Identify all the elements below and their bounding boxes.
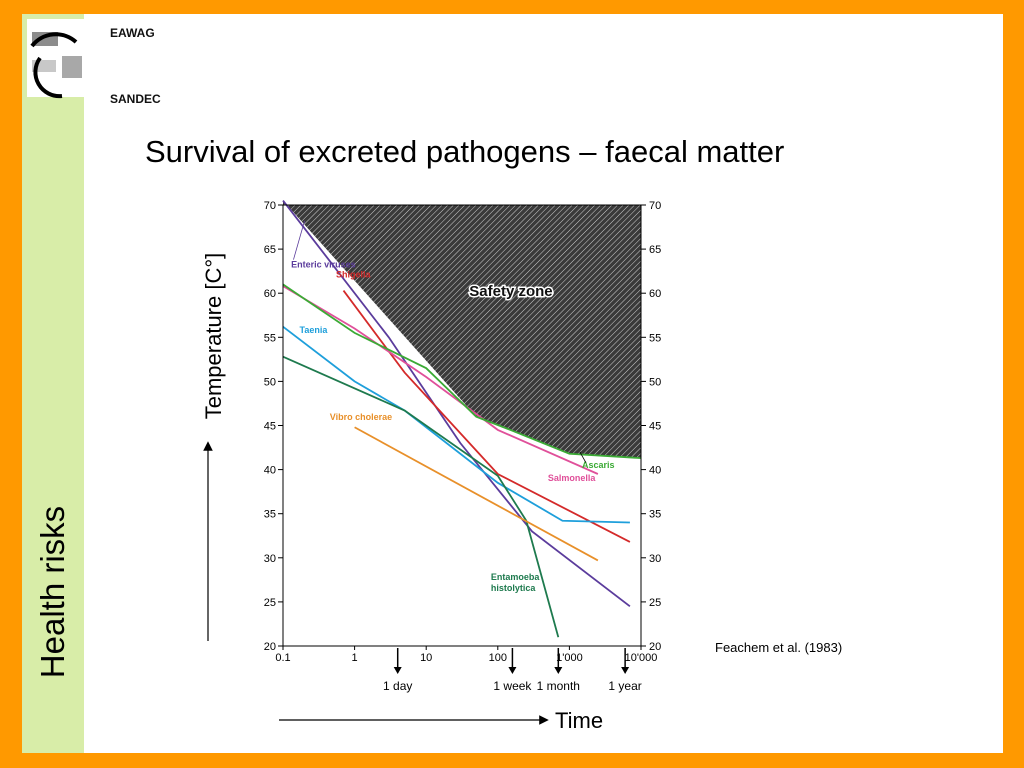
y-tick-label: 50 (264, 376, 276, 388)
x-tick-label: 1 (352, 652, 358, 664)
series-label: Salmonella (548, 473, 597, 483)
y-tick-label-right: 55 (649, 332, 661, 344)
org-name-bottom: SANDEC (110, 92, 161, 106)
y-tick-label-right: 35 (649, 509, 661, 521)
y-tick-label: 45 (264, 421, 276, 433)
enteric-leader-line (293, 220, 305, 260)
y-tick-label-right: 65 (649, 244, 661, 256)
series-label-line: Enteric viruses (291, 260, 356, 270)
y-axis-label: Temperature [C°] (201, 253, 226, 420)
y-tick-label: 35 (264, 509, 276, 521)
y-tick-label: 30 (264, 553, 276, 565)
series-label-line: Entamoeba (491, 572, 541, 582)
y-tick-label-right: 30 (649, 553, 661, 565)
time-marker-arrowhead (393, 667, 402, 674)
series-label-line: Vibro cholerae (330, 412, 392, 422)
series-line (282, 285, 599, 475)
time-marker-label: 1 week (493, 679, 532, 693)
series-label: Ascaris (582, 460, 615, 470)
y-tick-label: 40 (264, 465, 276, 477)
time-marker-label: 1 year (608, 679, 641, 693)
y-tick-label: 70 (264, 200, 276, 212)
series-line (354, 426, 599, 562)
series-line (282, 200, 631, 608)
page-title: Survival of excreted pathogens – faecal … (145, 134, 785, 169)
series-line (282, 355, 560, 638)
citation: Feachem et al. (1983) (715, 640, 843, 655)
y-tick-label: 60 (264, 288, 276, 300)
y-tick-label-right: 20 (649, 641, 661, 653)
y-tick-label-right: 45 (649, 421, 661, 433)
safety-zone (283, 200, 641, 459)
y-tick-label-right: 25 (649, 597, 661, 609)
x-tick-label: 10'000 (625, 652, 658, 664)
series-label-line: Taenia (300, 325, 329, 335)
series-label-line: histolytica (491, 583, 537, 593)
safety-zone-label: Safety zone (469, 283, 552, 300)
series-label-line: Shigella (336, 269, 372, 279)
series-label: Enteric viruses (291, 260, 356, 270)
time-marker-label: 1 month (537, 679, 580, 693)
y-tick-label-right: 70 (649, 200, 661, 212)
series-line (282, 283, 642, 460)
y-tick-label-right: 40 (649, 465, 661, 477)
time-marker-arrowhead (621, 667, 630, 674)
series-label: Taenia (300, 325, 329, 335)
org-name-top: EAWAG (110, 26, 155, 40)
y-tick-label: 55 (264, 332, 276, 344)
logo-icon (27, 19, 107, 99)
x-tick-label: 0.1 (275, 652, 290, 664)
x-tick-label: 1'000 (556, 652, 583, 664)
y-tick-label-right: 50 (649, 376, 661, 388)
x-tick-label: 10 (420, 652, 432, 664)
y-tick-label: 20 (264, 641, 276, 653)
y-tick-label: 25 (264, 597, 276, 609)
series-label-line: Salmonella (548, 473, 597, 483)
y-tick-label-right: 60 (649, 288, 661, 300)
x-tick-label: 100 (489, 652, 507, 664)
series-label-line: Ascaris (582, 460, 615, 470)
series-line (342, 290, 631, 543)
series-label: Shigella (336, 269, 372, 279)
ascaris-leader-line (579, 451, 587, 463)
slide: Health risks EAWAG SANDEC Survival of ex… (22, 14, 1003, 753)
series-label: Entamoeba histolytica (491, 572, 541, 593)
x-axis-label: Time (555, 708, 603, 733)
sidebar: Health risks (22, 14, 84, 753)
series-label: Vibro cholerae (330, 412, 392, 422)
time-marker-arrowhead (508, 667, 517, 674)
series-line (282, 326, 630, 524)
time-marker-arrowhead (554, 667, 563, 674)
time-marker-label: 1 day (383, 679, 412, 693)
y-tick-label: 65 (264, 244, 276, 256)
